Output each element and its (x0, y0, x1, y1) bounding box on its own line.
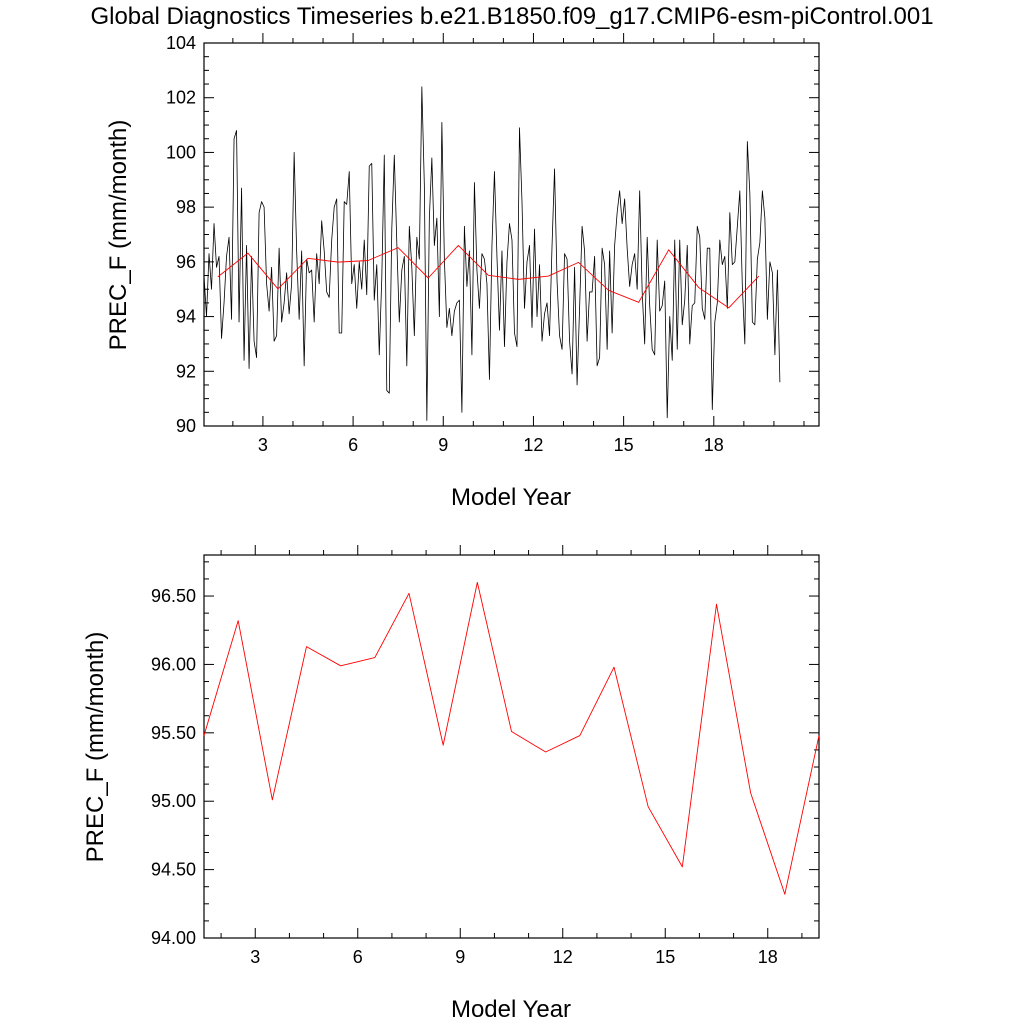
top-xtick-label: 6 (348, 435, 358, 455)
figure-title: Global Diagnostics Timeseries b.e21.B185… (90, 3, 933, 30)
top-monthly-series-line (203, 86, 781, 421)
bottom-xtick-label: 3 (250, 947, 260, 967)
top-ytick-label: 104 (166, 33, 196, 53)
bottom-y-axis-title: PREC_F (mm/month) (82, 632, 109, 863)
top-xtick-label: 12 (523, 435, 543, 455)
top-xtick-label: 18 (704, 435, 724, 455)
top-xtick-label: 15 (614, 435, 634, 455)
top-ytick-label: 96 (176, 252, 196, 272)
bottom-xtick-label: 12 (553, 947, 573, 967)
bottom-xtick-label: 9 (455, 947, 465, 967)
bottom-ytick-label: 94.50 (151, 860, 196, 880)
bottom-annual-series-line (203, 581, 820, 895)
bottom-plot-frame (203, 554, 820, 939)
bottom-ytick-label: 94.00 (151, 928, 196, 948)
top-annual-series-line (217, 244, 760, 309)
top-ytick-label: 102 (166, 88, 196, 108)
top-y-axis-title: PREC_F (mm/month) (105, 120, 132, 351)
top-chart-marks: 90 92 94 96 98 100 102 104 3 6 9 12 15 18 (166, 33, 819, 455)
bottom-chart-marks: 94.00 94.50 95.00 95.50 96.00 96.50 3 6 9 12 15 18 (151, 545, 820, 967)
bottom-xtick-label: 18 (758, 947, 778, 967)
bottom-ytick-label: 95.50 (151, 723, 196, 743)
bottom-xtick-label: 6 (353, 947, 363, 967)
top-ytick-label: 90 (176, 416, 196, 436)
top-ytick-label: 98 (176, 197, 196, 217)
bottom-xtick-label: 15 (655, 947, 675, 967)
top-ytick-label: 100 (166, 142, 196, 162)
top-ytick-label: 92 (176, 361, 196, 381)
bottom-ytick-label: 96.00 (151, 654, 196, 674)
top-xtick-label: 9 (438, 435, 448, 455)
top-x-axis-title: Model Year (451, 484, 571, 511)
bottom-ytick-label: 96.50 (151, 586, 196, 606)
top-ytick-label: 94 (176, 307, 196, 327)
bottom-x-axis-title: Model Year (451, 996, 571, 1023)
bottom-ytick-label: 95.00 (151, 791, 196, 811)
top-xtick-label: 3 (258, 435, 268, 455)
